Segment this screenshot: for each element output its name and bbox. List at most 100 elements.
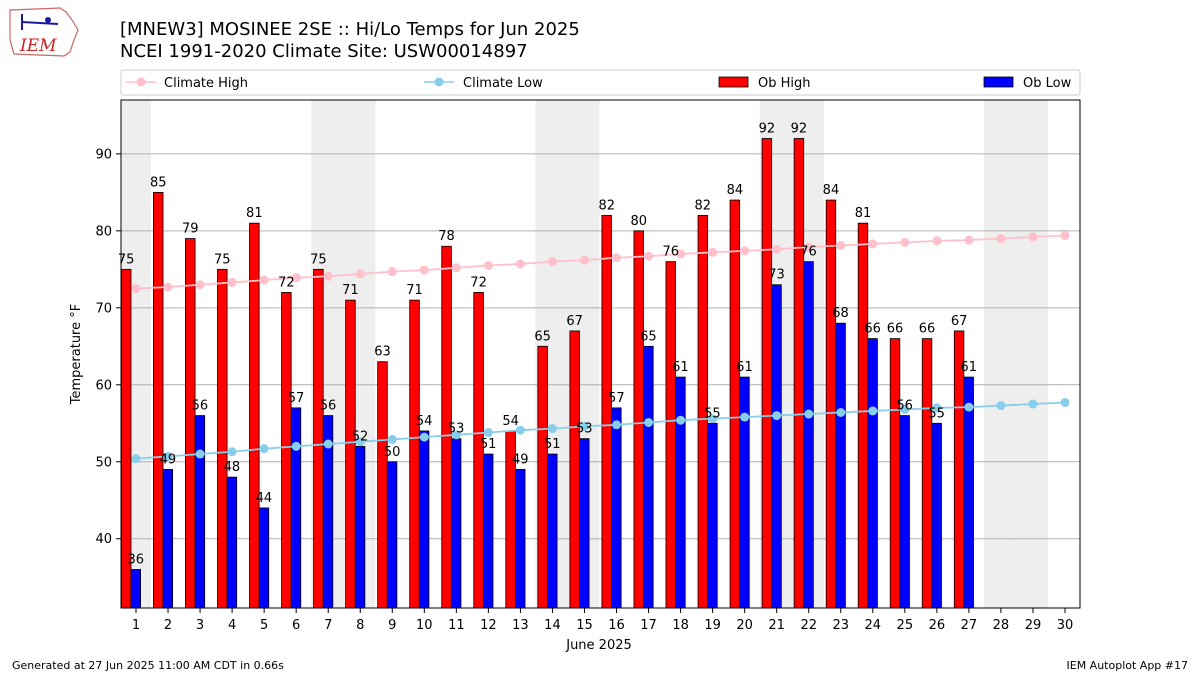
climate-low-point-day-24 [868, 406, 878, 416]
x-tick-label-27: 27 [961, 618, 978, 633]
climate-high-point-day-21 [772, 244, 782, 254]
label-ob-low-day-8: 52 [352, 429, 369, 444]
label-ob-high-day-20: 84 [727, 183, 744, 198]
label-ob-high-day-15: 67 [566, 314, 583, 329]
climate-high-point-day-30 [1060, 230, 1070, 240]
x-tick-label-1: 1 [132, 618, 140, 633]
climate-low-point-day-30 [1060, 397, 1070, 407]
y-tick-label-60: 60 [95, 378, 112, 393]
climate-high-point-day-25 [900, 237, 910, 247]
climate-high-point-day-4 [227, 277, 237, 287]
climate-high-point-day-27 [964, 235, 974, 245]
climate-high-line [135, 234, 1066, 290]
climate-high-point-day-28 [996, 234, 1006, 244]
climate-low-point-day-18 [676, 415, 686, 425]
bar-ob-high-day-23 [825, 199, 837, 609]
bar-ob-low-day-20 [739, 376, 750, 609]
climate-low-point-day-10 [419, 432, 429, 442]
bar-ob-low-day-17 [643, 345, 654, 609]
x-tick-label-5: 5 [260, 618, 268, 633]
x-tick-label-22: 22 [800, 618, 817, 633]
climate-low-point-day-23 [836, 407, 846, 417]
climate-high-point-day-7 [323, 271, 333, 281]
bar-ob-low-day-10 [418, 430, 430, 609]
climate-low-point-day-22 [804, 409, 814, 419]
legend-label-ob-low: Ob Low [1023, 76, 1072, 91]
label-ob-low-day-26: 55 [928, 406, 945, 421]
bar-ob-low-day-23 [835, 322, 846, 609]
bar-ob-low-day-6 [290, 407, 302, 609]
label-ob-low-day-2: 49 [160, 452, 177, 467]
climate-low-point-day-29 [1028, 399, 1038, 409]
climate-low-point-day-15 [579, 421, 589, 431]
climate-low-point-day-19 [708, 414, 718, 424]
x-tick-label-9: 9 [388, 618, 396, 633]
bar-ob-high-day-4 [217, 268, 228, 609]
logo-text: IEM [19, 36, 57, 56]
x-tick-label-3: 3 [196, 618, 204, 633]
bar-ob-high-day-25 [889, 338, 901, 609]
label-ob-high-day-27: 67 [951, 314, 968, 329]
iem-logo: IEM [9, 7, 79, 57]
bar-ob-low-day-15 [579, 438, 590, 609]
label-ob-high-day-1: 75 [118, 252, 135, 267]
x-tick-label-15: 15 [576, 618, 593, 633]
bar-ob-low-day-8 [354, 445, 366, 609]
label-ob-low-day-3: 56 [192, 399, 209, 414]
bar-ob-low-day-19 [707, 422, 718, 609]
climate-low-point-day-20 [740, 412, 750, 422]
bar-ob-low-day-4 [226, 476, 238, 609]
label-ob-high-day-21: 92 [759, 121, 776, 136]
x-tick-label-23: 23 [832, 618, 849, 633]
x-tick-label-26: 26 [929, 618, 946, 633]
climate-high-point-day-9 [387, 267, 397, 277]
label-ob-low-day-24: 66 [864, 322, 881, 337]
y-tick-label-90: 90 [95, 147, 112, 162]
bar-ob-low-day-3 [194, 415, 206, 609]
label-ob-high-day-2: 85 [150, 175, 167, 190]
x-tick-label-6: 6 [292, 618, 300, 633]
bar-ob-high-day-9 [377, 361, 388, 609]
climate-high-point-day-3 [195, 280, 205, 290]
bar-ob-low-day-21 [771, 284, 782, 609]
bar-ob-high-day-8 [345, 299, 356, 609]
bar-ob-high-day-7 [313, 268, 324, 609]
climate-low-point-day-12 [483, 428, 493, 438]
label-ob-high-day-6: 72 [278, 275, 295, 290]
climate-high-point-day-13 [515, 259, 525, 269]
weekend-shade-day-29 [1015, 100, 1048, 608]
label-ob-high-day-14: 65 [534, 329, 551, 344]
bar-ob-low-day-12 [482, 453, 494, 609]
climate-low-point-day-17 [644, 418, 654, 428]
y-tick-label-80: 80 [95, 224, 112, 239]
bar-ob-high-day-26 [921, 338, 933, 609]
climate-low-point-day-28 [996, 401, 1006, 411]
label-ob-high-day-7: 75 [310, 252, 327, 267]
label-ob-high-day-13: 54 [502, 414, 519, 429]
climate-high-point-day-16 [612, 253, 622, 263]
label-ob-low-day-21: 73 [768, 268, 785, 283]
climate-low-point-day-25 [900, 404, 910, 414]
bar-ob-high-day-14 [537, 345, 548, 609]
climate-high-point-day-20 [740, 246, 750, 256]
label-ob-high-day-19: 82 [695, 198, 712, 213]
label-ob-high-day-18: 76 [663, 245, 680, 260]
legend-label-climate-low: Climate Low [463, 76, 543, 91]
legend-label-climate-high: Climate High [164, 76, 248, 91]
climate-high-point-day-6 [291, 273, 301, 283]
bar-ob-low-day-16 [611, 407, 622, 609]
bar-ob-low-day-25 [899, 415, 910, 609]
iowa-outline-icon [9, 7, 79, 57]
climate-high-point-day-12 [483, 260, 493, 270]
x-tick-label-18: 18 [672, 618, 689, 633]
label-ob-low-day-19: 55 [704, 406, 721, 421]
bar-ob-low-day-11 [450, 438, 462, 609]
label-ob-high-day-25: 66 [887, 322, 904, 337]
climate-low-point-day-7 [323, 439, 333, 449]
bar-ob-low-day-1 [130, 569, 142, 609]
bar-ob-low-day-26 [931, 422, 942, 609]
label-ob-low-day-27: 61 [960, 360, 977, 375]
x-tick-label-21: 21 [768, 618, 785, 633]
